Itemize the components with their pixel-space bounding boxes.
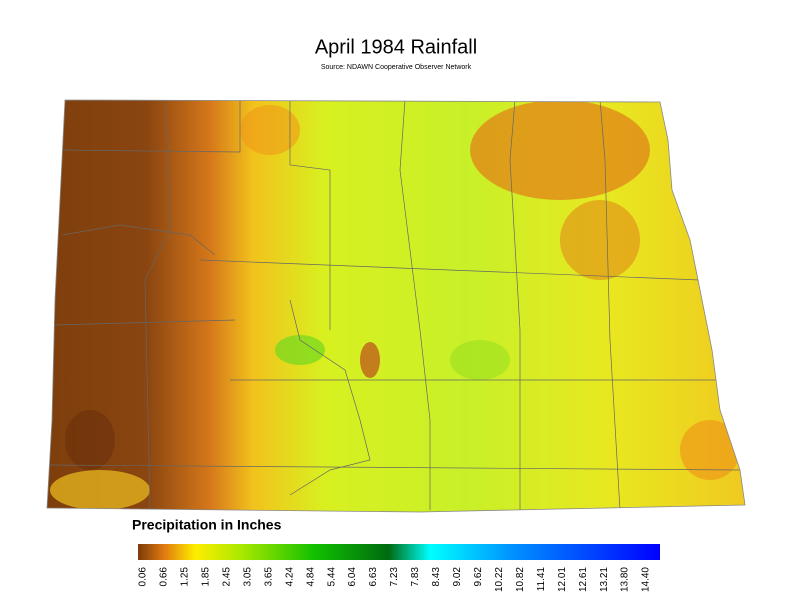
legend-label: 9.02: [452, 567, 463, 587]
legend-label: 3.65: [263, 567, 274, 587]
map-title: April 1984 Rainfall: [315, 36, 477, 58]
legend-title: Precipitation in Inches: [132, 517, 282, 533]
legend-label: 6.04: [347, 567, 358, 587]
legend-label: 3.05: [242, 567, 253, 587]
legend-label: 10.22: [494, 567, 505, 592]
map-subtitle: Source: NDAWN Cooperative Observer Netwo…: [321, 64, 472, 71]
legend-label: 2.45: [221, 567, 232, 587]
legend-label: 9.62: [473, 567, 484, 587]
legend-label: 5.44: [326, 567, 337, 587]
legend-label: 1.85: [201, 567, 212, 587]
legend-label: 0.66: [159, 567, 170, 587]
legend-color-bar: [138, 544, 660, 560]
legend-label: 4.84: [305, 567, 316, 587]
legend-label: 13.80: [620, 567, 631, 592]
legend-label: 12.61: [578, 567, 589, 592]
legend-label: 7.23: [389, 567, 400, 587]
legend-label: 8.43: [431, 567, 442, 587]
legend-label: 1.25: [180, 567, 191, 587]
legend-label: 4.24: [284, 567, 295, 587]
legend-label: 13.21: [599, 567, 610, 592]
legend-label: 6.63: [368, 567, 379, 587]
legend-label: 12.01: [557, 567, 568, 592]
legend-label: 14.40: [641, 567, 652, 592]
legend-label: 10.82: [515, 567, 526, 592]
legend-label: 0.06: [138, 567, 149, 587]
legend-label: 7.83: [410, 567, 421, 587]
legend-label: 11.41: [536, 567, 547, 592]
legend-labels: 0.06 0.66 1.25 1.85 2.45 3.05 3.65 4.24 4.84 5.44…: [138, 567, 652, 592]
rainfall-map: [47, 100, 745, 512]
